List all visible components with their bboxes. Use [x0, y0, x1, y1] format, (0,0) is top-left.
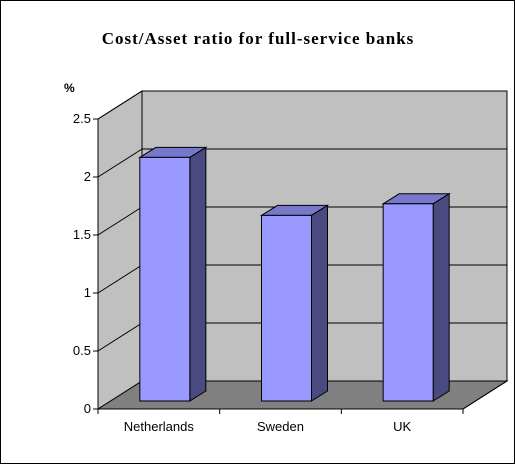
y-tick-label: 2 — [84, 169, 91, 184]
bar-front — [383, 204, 433, 401]
bar-side — [433, 194, 449, 401]
side-wall — [98, 91, 142, 409]
y-tick-label: 0 — [84, 401, 91, 416]
y-tick-label: 0.5 — [73, 343, 91, 358]
y-tick-label: 1 — [84, 285, 91, 300]
x-tick-labels: Netherlands Sweden UK — [124, 419, 412, 434]
bar-front — [140, 157, 190, 401]
bar-netherlands — [140, 147, 206, 401]
bar-uk — [383, 194, 449, 401]
x-tick-label: Sweden — [257, 419, 304, 434]
y-tick-labels: 0 0.5 1 1.5 2 2.5 — [73, 111, 91, 416]
bar-side — [190, 147, 206, 401]
bar-side — [312, 205, 328, 401]
y-tick-label: 1.5 — [73, 227, 91, 242]
y-axis-unit-label: % — [64, 81, 75, 95]
x-tick-label: UK — [393, 419, 411, 434]
chart-title: Cost/Asset ratio for full-service banks — [102, 29, 415, 48]
y-tick-label: 2.5 — [73, 111, 91, 126]
x-tick-label: Netherlands — [124, 419, 195, 434]
bar-front — [262, 215, 312, 401]
bar-sweden — [262, 205, 328, 401]
